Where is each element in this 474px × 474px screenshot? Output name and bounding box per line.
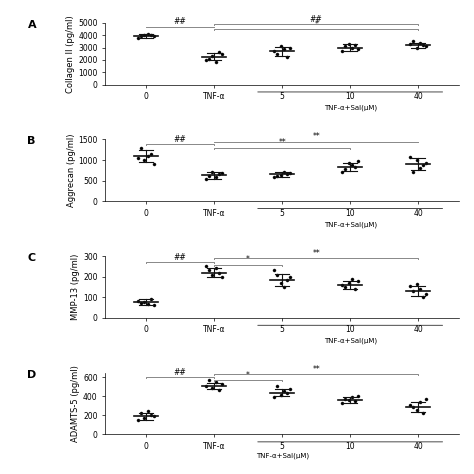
X-axis label: TNF-α+Sal(μM): TNF-α+Sal(μM)	[255, 453, 309, 459]
Text: ##: ##	[310, 15, 322, 24]
Text: ##: ##	[174, 17, 186, 26]
Y-axis label: MMP-13 (pg/ml): MMP-13 (pg/ml)	[71, 254, 80, 320]
Y-axis label: Collagen II (pg/ml): Collagen II (pg/ml)	[66, 15, 75, 92]
Text: ##: ##	[174, 135, 186, 144]
Text: **: **	[312, 365, 320, 374]
Text: C: C	[27, 253, 36, 263]
Text: **: **	[278, 138, 286, 147]
Text: **: **	[312, 249, 320, 258]
Text: TNF-α+Sal(μM): TNF-α+Sal(μM)	[324, 221, 377, 228]
Text: **: **	[312, 132, 320, 141]
Text: *: *	[246, 255, 250, 264]
Y-axis label: Aggrecan (pg/ml): Aggrecan (pg/ml)	[66, 134, 75, 207]
Text: B: B	[27, 137, 36, 146]
Text: *: *	[314, 20, 318, 28]
Text: D: D	[27, 370, 36, 380]
Text: ##: ##	[174, 368, 186, 377]
Text: TNF-α+Sal(μM): TNF-α+Sal(μM)	[324, 105, 377, 111]
Text: ##: ##	[174, 253, 186, 262]
Y-axis label: ADAMTS-5 (pg/ml): ADAMTS-5 (pg/ml)	[71, 365, 80, 442]
Text: A: A	[27, 20, 36, 30]
Text: TNF-α+Sal(μM): TNF-α+Sal(μM)	[324, 338, 377, 344]
Text: *: *	[246, 371, 250, 380]
